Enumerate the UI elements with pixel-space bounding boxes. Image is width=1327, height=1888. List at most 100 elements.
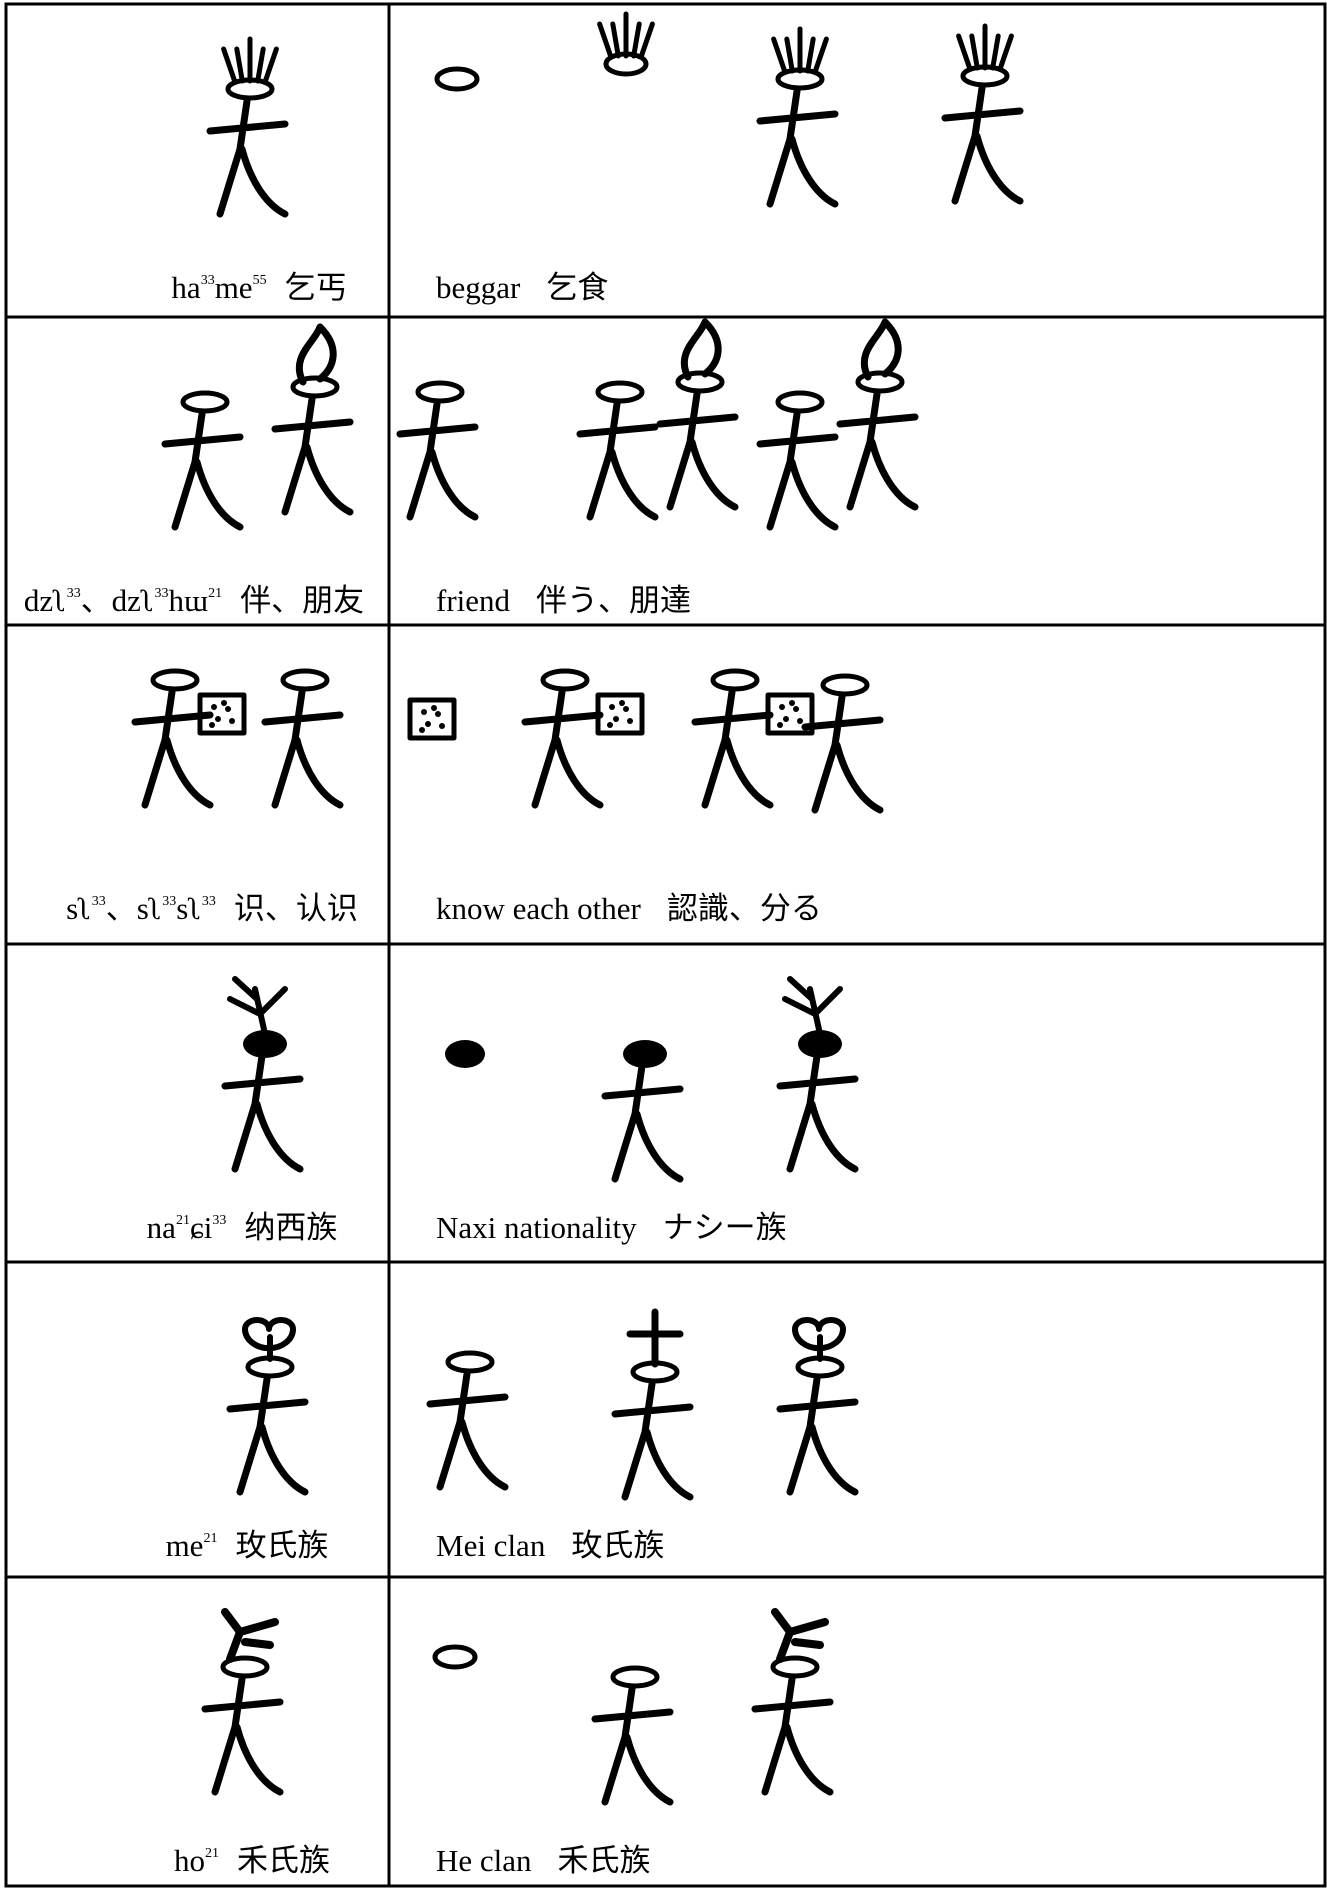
chinese-gloss: 伴、朋友 [240, 583, 365, 618]
syllable: ha [171, 270, 201, 305]
syllable: na [146, 1210, 176, 1245]
glyph-dot [225, 706, 231, 712]
english-gloss: Mei clan [436, 1528, 546, 1563]
glyph-stroke [771, 1608, 829, 1663]
glyph-dot [613, 716, 619, 722]
syllable: 、sʅ [105, 891, 163, 926]
glyph-head [540, 668, 590, 692]
glyph-stroke [782, 976, 843, 1037]
glyph-head [150, 668, 200, 692]
syllable: ho [174, 1843, 205, 1878]
syllable: me [214, 270, 253, 305]
glyph-stroke [680, 318, 722, 381]
syllable: dzʅ [23, 583, 67, 618]
glyph-stroke [242, 1317, 296, 1362]
glyph-stroke [261, 688, 344, 809]
glyph-stroke [227, 976, 288, 1037]
glyph-stroke [836, 390, 919, 511]
japanese-gloss: 禾氏族 [557, 1843, 651, 1878]
glyph-head [775, 390, 825, 414]
glyph-dot [627, 718, 633, 724]
pronunciation-label: na21ɕi33 纳西族 [147, 1212, 338, 1243]
glyph-head [595, 380, 645, 404]
syllable: me [165, 1528, 204, 1563]
glyph-dot [431, 705, 437, 711]
glyph-stroke [591, 1685, 674, 1806]
glyph-stroke [792, 1317, 846, 1362]
tone-number: 21 [208, 586, 223, 601]
translation-label: beggar 乞食 [436, 272, 608, 303]
glyph-stroke [396, 400, 479, 521]
tone-number: 33 [154, 586, 169, 601]
japanese-gloss: 伴う、朋達 [536, 583, 692, 618]
tone-number: 33 [66, 586, 81, 601]
syllable: 、dzʅ [80, 583, 155, 618]
glyph-dot [607, 722, 613, 728]
glyph-stroke [860, 318, 902, 381]
tone-number: 33 [91, 894, 106, 909]
translation-label: He clan 禾氏族 [436, 1845, 651, 1876]
glyph-dot [797, 718, 803, 724]
glyph-stroke [221, 1608, 279, 1663]
tone-number: 21 [203, 1531, 218, 1546]
glyph-head [675, 370, 725, 394]
glyph-box [197, 692, 247, 736]
glyph-stroke [201, 1675, 284, 1796]
glyph-dot [211, 704, 217, 710]
glyph-stroke [426, 1370, 509, 1491]
glyph-stroke [997, 33, 1014, 71]
glyph-stroke [576, 400, 659, 521]
glyph-oval [432, 1644, 478, 1670]
japanese-gloss: 乞食 [546, 270, 609, 305]
glyph-dot [439, 723, 445, 729]
tone-number: 33 [212, 1213, 227, 1228]
glyph-stroke [691, 688, 774, 809]
syllable: sʅ [176, 891, 202, 926]
glyph-dot [445, 1040, 485, 1068]
glyph-stroke [990, 33, 1001, 71]
glyph-stroke [226, 1375, 309, 1496]
glyph-stroke [206, 97, 289, 218]
glyph-stroke [756, 87, 839, 208]
glyph-stroke [812, 36, 829, 74]
glyph-stroke [784, 36, 795, 74]
glyph-stroke [626, 1308, 684, 1368]
chinese-gloss: 玫氏族 [235, 1528, 329, 1563]
syllable: hɯ [168, 583, 209, 618]
glyph-head [415, 380, 465, 404]
glyph-stroke [638, 21, 655, 59]
glyph-dot [623, 706, 629, 712]
glyph-stroke [234, 46, 245, 84]
japanese-gloss: 認識、分る [666, 891, 822, 926]
glyph-stroke [221, 46, 238, 84]
glyph-stroke [597, 21, 614, 59]
glyph-dot [777, 722, 783, 728]
syllable: ɕi [189, 1210, 213, 1245]
glyph-dot [609, 704, 615, 710]
english-gloss: know each other [436, 891, 641, 926]
english-gloss: He clan [436, 1843, 532, 1878]
glyph-head [798, 1030, 842, 1058]
tone-number: 33 [200, 273, 215, 288]
tone-number: 33 [162, 894, 177, 909]
tone-number: 55 [252, 273, 267, 288]
glyph-head [290, 375, 340, 399]
glyph-dot [435, 711, 441, 717]
glyph-stroke [221, 1052, 304, 1173]
chinese-gloss: 禾氏族 [237, 1843, 330, 1878]
glyph-dot [425, 721, 431, 727]
glyph-stroke [776, 1052, 859, 1173]
tone-number: 21 [205, 1846, 219, 1861]
glyph-dot [419, 727, 425, 733]
glyph-stroke [161, 410, 244, 531]
pronunciation-label: ho21 禾氏族 [174, 1845, 330, 1876]
glyph-head [180, 390, 230, 414]
glyph-head [710, 668, 760, 692]
glyph-stroke [631, 21, 642, 59]
pronunciation-label: me21 玫氏族 [166, 1530, 329, 1561]
glyph-dot [421, 709, 427, 715]
translation-label: friend 伴う、朋達 [436, 585, 691, 616]
glyph-stroke [262, 46, 279, 84]
glyph-box [407, 697, 457, 741]
